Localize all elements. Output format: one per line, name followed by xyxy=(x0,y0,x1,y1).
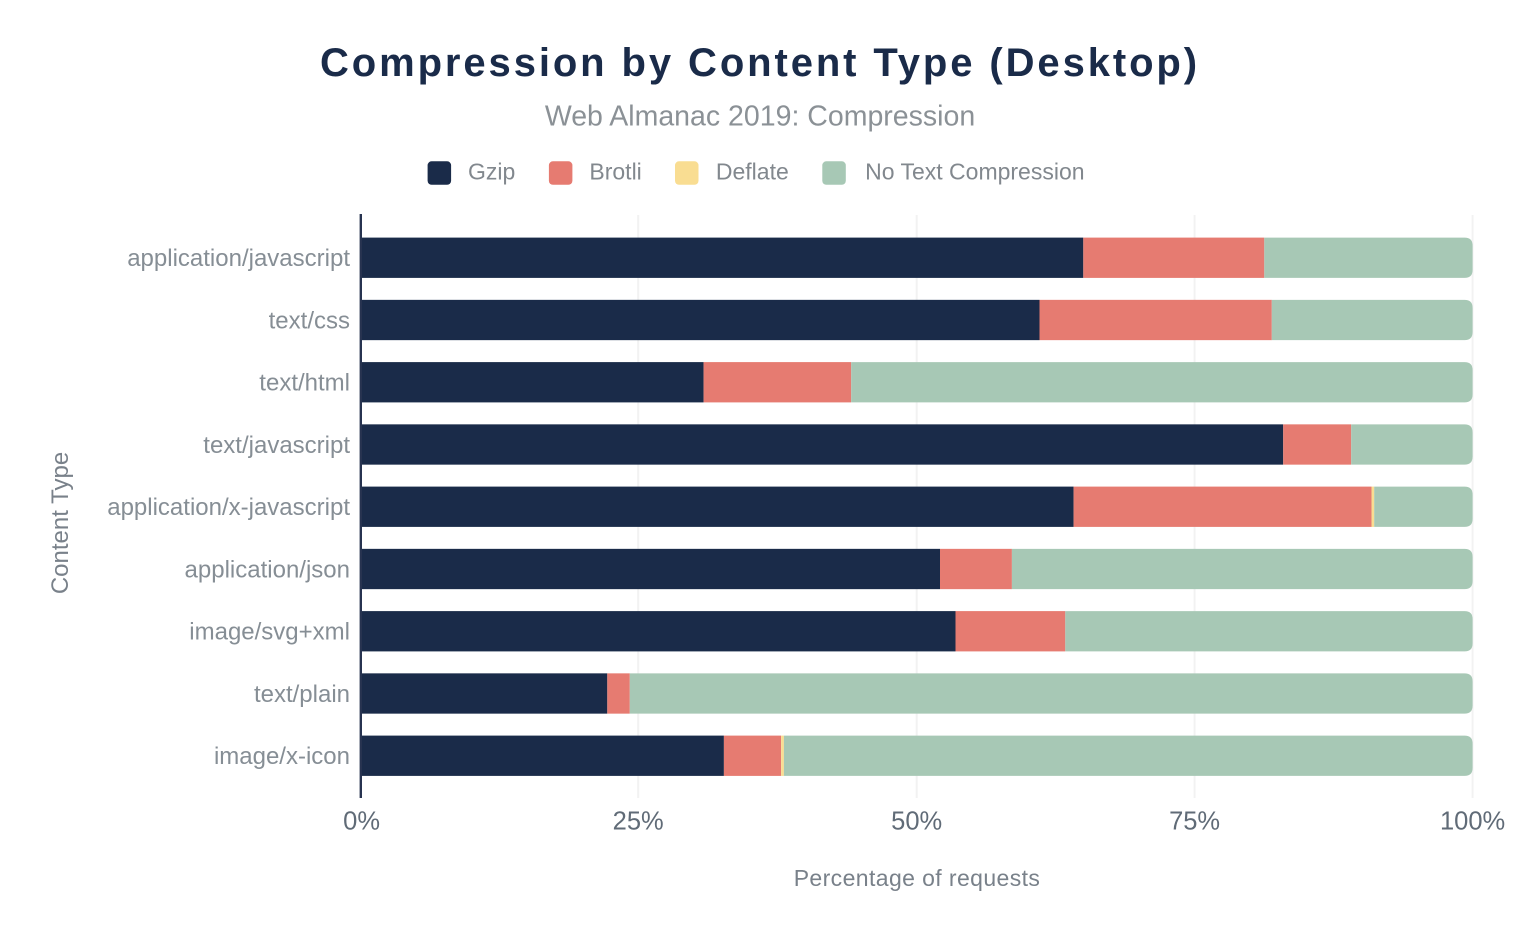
svg-text:Percentage of requests: Percentage of requests xyxy=(794,865,1041,891)
svg-text:text/plain: text/plain xyxy=(254,681,350,708)
svg-text:image/svg+xml: image/svg+xml xyxy=(189,619,350,646)
svg-text:Web Almanac 2019: Compression: Web Almanac 2019: Compression xyxy=(545,101,975,133)
svg-text:application/x-javascript: application/x-javascript xyxy=(107,494,350,521)
svg-text:100%: 100% xyxy=(1440,808,1505,836)
svg-text:application/javascript: application/javascript xyxy=(127,245,350,272)
svg-text:Deflate: Deflate xyxy=(716,159,789,185)
svg-text:25%: 25% xyxy=(613,808,664,836)
svg-text:Compression by Content Type (D: Compression by Content Type (Desktop) xyxy=(320,41,1200,85)
svg-text:75%: 75% xyxy=(1169,808,1220,836)
svg-text:application/json: application/json xyxy=(185,556,350,583)
svg-text:Gzip: Gzip xyxy=(468,159,515,185)
svg-text:image/x-icon: image/x-icon xyxy=(214,743,350,770)
svg-text:text/css: text/css xyxy=(269,307,350,334)
svg-text:0%: 0% xyxy=(343,808,380,836)
svg-text:Brotli: Brotli xyxy=(589,159,641,185)
svg-text:text/html: text/html xyxy=(259,370,350,397)
svg-text:No Text Compression: No Text Compression xyxy=(865,159,1084,185)
svg-text:50%: 50% xyxy=(891,808,942,836)
svg-text:Content Type: Content Type xyxy=(47,452,74,594)
svg-text:text/javascript: text/javascript xyxy=(203,432,350,459)
